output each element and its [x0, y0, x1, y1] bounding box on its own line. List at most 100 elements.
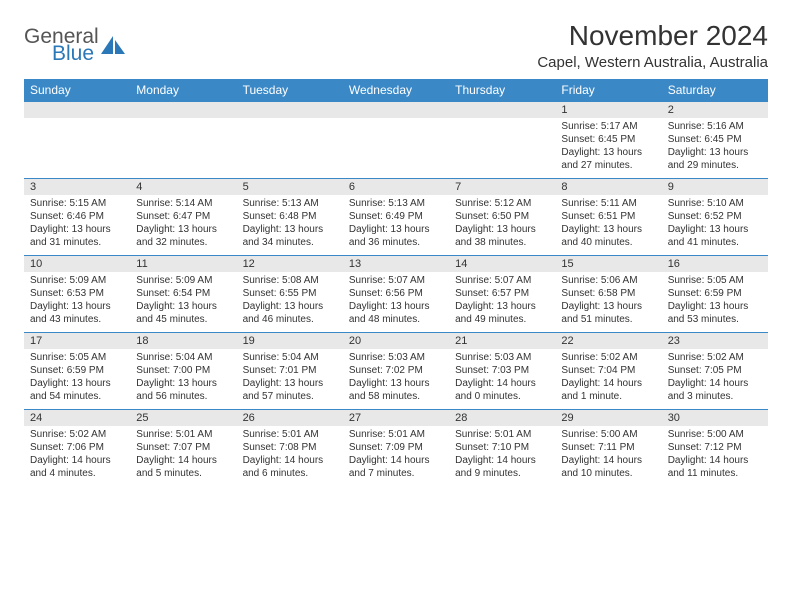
- sunset-line: Sunset: 7:04 PM: [561, 364, 655, 377]
- calendar-cell: 18Sunrise: 5:04 AMSunset: 7:00 PMDayligh…: [130, 333, 236, 410]
- calendar-cell: 1Sunrise: 5:17 AMSunset: 6:45 PMDaylight…: [555, 102, 661, 179]
- logo-text: General Blue: [24, 26, 99, 64]
- calendar-cell: [343, 102, 449, 179]
- day-body: Sunrise: 5:11 AMSunset: 6:51 PMDaylight:…: [555, 195, 661, 255]
- day-number: 26: [237, 410, 343, 426]
- day-number: 9: [662, 179, 768, 195]
- calendar-table: Sunday Monday Tuesday Wednesday Thursday…: [24, 79, 768, 486]
- day-body: Sunrise: 5:05 AMSunset: 6:59 PMDaylight:…: [662, 272, 768, 332]
- daylight-line: Daylight: 13 hours and 32 minutes.: [136, 223, 230, 249]
- logo: General Blue: [24, 26, 127, 64]
- calendar-header-row: Sunday Monday Tuesday Wednesday Thursday…: [24, 79, 768, 102]
- calendar-cell: 24Sunrise: 5:02 AMSunset: 7:06 PMDayligh…: [24, 410, 130, 487]
- daylight-line: Daylight: 14 hours and 5 minutes.: [136, 454, 230, 480]
- calendar-row: 17Sunrise: 5:05 AMSunset: 6:59 PMDayligh…: [24, 333, 768, 410]
- calendar-cell: 11Sunrise: 5:09 AMSunset: 6:54 PMDayligh…: [130, 256, 236, 333]
- calendar-cell: 6Sunrise: 5:13 AMSunset: 6:49 PMDaylight…: [343, 179, 449, 256]
- sunset-line: Sunset: 6:50 PM: [455, 210, 549, 223]
- day-body: Sunrise: 5:12 AMSunset: 6:50 PMDaylight:…: [449, 195, 555, 255]
- daylight-line: Daylight: 13 hours and 36 minutes.: [349, 223, 443, 249]
- day-number: [130, 102, 236, 118]
- day-body: Sunrise: 5:09 AMSunset: 6:53 PMDaylight:…: [24, 272, 130, 332]
- sunrise-line: Sunrise: 5:02 AM: [30, 428, 124, 441]
- day-body: Sunrise: 5:00 AMSunset: 7:12 PMDaylight:…: [662, 426, 768, 486]
- calendar-cell: 15Sunrise: 5:06 AMSunset: 6:58 PMDayligh…: [555, 256, 661, 333]
- calendar-cell: 23Sunrise: 5:02 AMSunset: 7:05 PMDayligh…: [662, 333, 768, 410]
- daylight-line: Daylight: 14 hours and 1 minute.: [561, 377, 655, 403]
- sunset-line: Sunset: 6:55 PM: [243, 287, 337, 300]
- day-body: Sunrise: 5:03 AMSunset: 7:03 PMDaylight:…: [449, 349, 555, 409]
- day-number: 28: [449, 410, 555, 426]
- daylight-line: Daylight: 13 hours and 31 minutes.: [30, 223, 124, 249]
- day-body: Sunrise: 5:08 AMSunset: 6:55 PMDaylight:…: [237, 272, 343, 332]
- sunset-line: Sunset: 7:02 PM: [349, 364, 443, 377]
- day-number: [237, 102, 343, 118]
- day-number: 21: [449, 333, 555, 349]
- sunrise-line: Sunrise: 5:00 AM: [668, 428, 762, 441]
- sunrise-line: Sunrise: 5:06 AM: [561, 274, 655, 287]
- logo-word-blue: Blue: [52, 43, 99, 64]
- day-body: [449, 118, 555, 174]
- sunset-line: Sunset: 6:54 PM: [136, 287, 230, 300]
- day-number: 2: [662, 102, 768, 118]
- calendar-cell: 12Sunrise: 5:08 AMSunset: 6:55 PMDayligh…: [237, 256, 343, 333]
- calendar-cell: 26Sunrise: 5:01 AMSunset: 7:08 PMDayligh…: [237, 410, 343, 487]
- sunset-line: Sunset: 7:10 PM: [455, 441, 549, 454]
- day-body: Sunrise: 5:14 AMSunset: 6:47 PMDaylight:…: [130, 195, 236, 255]
- sunset-line: Sunset: 6:45 PM: [561, 133, 655, 146]
- daylight-line: Daylight: 14 hours and 6 minutes.: [243, 454, 337, 480]
- day-number: 7: [449, 179, 555, 195]
- sunset-line: Sunset: 6:45 PM: [668, 133, 762, 146]
- day-body: Sunrise: 5:17 AMSunset: 6:45 PMDaylight:…: [555, 118, 661, 178]
- sunset-line: Sunset: 6:58 PM: [561, 287, 655, 300]
- calendar-cell: 21Sunrise: 5:03 AMSunset: 7:03 PMDayligh…: [449, 333, 555, 410]
- day-body: Sunrise: 5:01 AMSunset: 7:10 PMDaylight:…: [449, 426, 555, 486]
- sunset-line: Sunset: 6:57 PM: [455, 287, 549, 300]
- sunrise-line: Sunrise: 5:07 AM: [455, 274, 549, 287]
- sunset-line: Sunset: 6:56 PM: [349, 287, 443, 300]
- day-number: 3: [24, 179, 130, 195]
- day-body: Sunrise: 5:07 AMSunset: 6:56 PMDaylight:…: [343, 272, 449, 332]
- sunset-line: Sunset: 6:46 PM: [30, 210, 124, 223]
- calendar-row: 1Sunrise: 5:17 AMSunset: 6:45 PMDaylight…: [24, 102, 768, 179]
- sunrise-line: Sunrise: 5:17 AM: [561, 120, 655, 133]
- sunrise-line: Sunrise: 5:15 AM: [30, 197, 124, 210]
- daylight-line: Daylight: 13 hours and 45 minutes.: [136, 300, 230, 326]
- day-body: Sunrise: 5:03 AMSunset: 7:02 PMDaylight:…: [343, 349, 449, 409]
- sunset-line: Sunset: 6:59 PM: [668, 287, 762, 300]
- daylight-line: Daylight: 13 hours and 48 minutes.: [349, 300, 443, 326]
- calendar-cell: 9Sunrise: 5:10 AMSunset: 6:52 PMDaylight…: [662, 179, 768, 256]
- calendar-cell: 16Sunrise: 5:05 AMSunset: 6:59 PMDayligh…: [662, 256, 768, 333]
- dayhead-wed: Wednesday: [343, 79, 449, 102]
- sunrise-line: Sunrise: 5:09 AM: [30, 274, 124, 287]
- day-body: Sunrise: 5:16 AMSunset: 6:45 PMDaylight:…: [662, 118, 768, 178]
- daylight-line: Daylight: 13 hours and 41 minutes.: [668, 223, 762, 249]
- daylight-line: Daylight: 14 hours and 11 minutes.: [668, 454, 762, 480]
- daylight-line: Daylight: 14 hours and 9 minutes.: [455, 454, 549, 480]
- daylight-line: Daylight: 13 hours and 53 minutes.: [668, 300, 762, 326]
- calendar-body: 1Sunrise: 5:17 AMSunset: 6:45 PMDaylight…: [24, 102, 768, 487]
- day-body: Sunrise: 5:09 AMSunset: 6:54 PMDaylight:…: [130, 272, 236, 332]
- calendar-cell: 8Sunrise: 5:11 AMSunset: 6:51 PMDaylight…: [555, 179, 661, 256]
- daylight-line: Daylight: 13 hours and 58 minutes.: [349, 377, 443, 403]
- calendar-row: 10Sunrise: 5:09 AMSunset: 6:53 PMDayligh…: [24, 256, 768, 333]
- day-body: Sunrise: 5:06 AMSunset: 6:58 PMDaylight:…: [555, 272, 661, 332]
- day-number: 10: [24, 256, 130, 272]
- calendar-cell: 22Sunrise: 5:02 AMSunset: 7:04 PMDayligh…: [555, 333, 661, 410]
- day-number: 23: [662, 333, 768, 349]
- sunset-line: Sunset: 7:05 PM: [668, 364, 762, 377]
- daylight-line: Daylight: 13 hours and 57 minutes.: [243, 377, 337, 403]
- calendar-cell: 25Sunrise: 5:01 AMSunset: 7:07 PMDayligh…: [130, 410, 236, 487]
- day-number: 22: [555, 333, 661, 349]
- dayhead-thu: Thursday: [449, 79, 555, 102]
- sunrise-line: Sunrise: 5:01 AM: [136, 428, 230, 441]
- sunset-line: Sunset: 7:12 PM: [668, 441, 762, 454]
- dayhead-fri: Friday: [555, 79, 661, 102]
- sunset-line: Sunset: 6:59 PM: [30, 364, 124, 377]
- calendar-cell: 2Sunrise: 5:16 AMSunset: 6:45 PMDaylight…: [662, 102, 768, 179]
- daylight-line: Daylight: 13 hours and 34 minutes.: [243, 223, 337, 249]
- daylight-line: Daylight: 13 hours and 29 minutes.: [668, 146, 762, 172]
- title-block: November 2024 Capel, Western Australia, …: [537, 20, 768, 71]
- dayhead-sun: Sunday: [24, 79, 130, 102]
- sunrise-line: Sunrise: 5:08 AM: [243, 274, 337, 287]
